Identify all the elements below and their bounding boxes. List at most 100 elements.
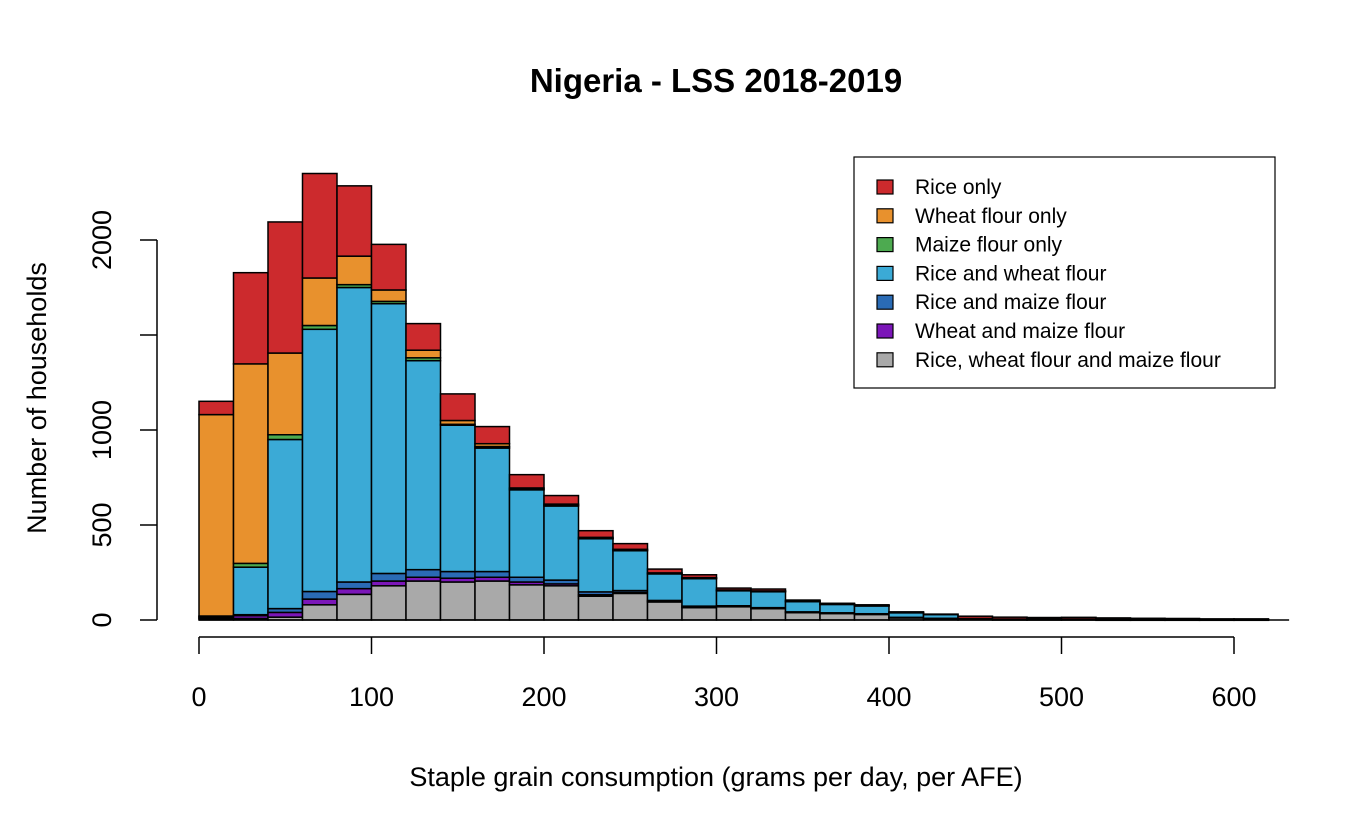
- y-axis: 0 500 1000 2000: [87, 210, 158, 628]
- bar-segment: [1026, 616, 1063, 620]
- bar-segment: [750, 588, 787, 592]
- x-tick-label: 600: [1211, 682, 1256, 712]
- legend: Rice only Wheat flour only Maize flour onl…: [853, 156, 1276, 389]
- x-tick-label: 0: [191, 682, 206, 712]
- bar-segment: [577, 529, 614, 539]
- bar-segment: [370, 585, 407, 621]
- bar-segment: [267, 352, 304, 436]
- bar-segment: [853, 604, 890, 607]
- bar-segment: [370, 243, 407, 291]
- bar-segment: [198, 400, 235, 416]
- bar-segment: [577, 595, 614, 621]
- legend-swatch: [876, 208, 894, 224]
- bar-segment: [784, 600, 821, 613]
- bar-segment: [439, 570, 476, 579]
- bar-segment: [543, 494, 580, 505]
- bar-segment: [681, 574, 718, 579]
- bar-segment: [370, 572, 407, 582]
- bar-segment: [1060, 616, 1097, 620]
- bar-segment: [439, 424, 476, 573]
- y-tick-label: 1000: [87, 400, 117, 460]
- legend-swatch: [876, 237, 894, 253]
- legend-swatch: [876, 179, 894, 195]
- bar-segment: [543, 585, 580, 621]
- x-tick-label: 100: [349, 682, 394, 712]
- y-tick-label: 0: [87, 612, 117, 627]
- bar-segment: [508, 473, 545, 489]
- bar-segment: [301, 328, 338, 593]
- legend-swatch: [876, 323, 894, 339]
- bar-segment: [853, 605, 890, 615]
- x-tick-label: 300: [694, 682, 739, 712]
- bar-segment: [405, 580, 442, 621]
- bar-segment: [267, 221, 304, 354]
- bar-segment: [681, 606, 718, 621]
- bar-segment: [612, 592, 649, 621]
- bar-segment: [474, 580, 511, 621]
- chart-title: Nigeria - LSS 2018-2019: [530, 62, 902, 99]
- bar-segment: [474, 425, 511, 445]
- bar-segment: [336, 593, 373, 621]
- bar-segment: [232, 566, 269, 616]
- bar-segment: [508, 489, 545, 579]
- bar-segment: [301, 172, 338, 279]
- bar-segment: [577, 537, 614, 593]
- x-axis: 0 100 200 300 400 500 600: [191, 636, 1257, 712]
- y-axis-title: Number of households: [22, 262, 52, 534]
- legend-entry-label: Wheat and maize flour: [915, 320, 1125, 343]
- bar-segment: [646, 568, 683, 574]
- legend-entry-label: Maize flour only: [915, 234, 1063, 257]
- bar-segment: [922, 613, 959, 616]
- bar-segment: [715, 589, 752, 607]
- histogram-bars: [198, 172, 1290, 622]
- legend-entry-label: Rice, wheat flour and maize flour: [915, 349, 1221, 372]
- x-axis-title: Staple grain consumption (grams per day,…: [409, 762, 1022, 792]
- bar-segment: [888, 611, 925, 614]
- bar-segment: [336, 255, 373, 286]
- legend-swatch: [876, 265, 894, 281]
- bar-segment: [336, 581, 373, 590]
- bar-segment: [474, 570, 511, 578]
- bar-segment: [681, 577, 718, 607]
- bar-segment: [957, 615, 994, 620]
- bar-segment: [750, 607, 787, 621]
- bar-segment: [784, 599, 821, 602]
- bar-segment: [336, 185, 373, 257]
- bar-segment: [439, 393, 476, 422]
- x-tick-label: 400: [866, 682, 911, 712]
- bar-segment: [508, 584, 545, 621]
- legend-swatch: [876, 352, 894, 368]
- legend-entry-label: Wheat flour only: [915, 205, 1067, 228]
- bar-segment: [646, 573, 683, 602]
- bar-segment: [715, 587, 752, 591]
- legend-entry-label: Rice and wheat flour: [915, 262, 1106, 285]
- x-tick-label: 500: [1039, 682, 1084, 712]
- bar-segment: [474, 447, 511, 573]
- bar-segment: [715, 605, 752, 621]
- legend-entry-label: Rice and maize flour: [915, 291, 1106, 314]
- bar-segment: [405, 568, 442, 579]
- bar-segment: [646, 601, 683, 621]
- bar-segment: [1095, 617, 1132, 621]
- bar-segment: [232, 271, 269, 365]
- bar-segment: [784, 611, 821, 621]
- legend-entry-label: Rice only: [915, 176, 1002, 199]
- bar-segment: [991, 616, 1028, 620]
- bar-segment: [405, 322, 442, 351]
- bar-segment: [370, 302, 407, 575]
- bar-segment: [301, 604, 338, 621]
- bar-segment: [301, 598, 338, 606]
- bar-segment: [543, 505, 580, 581]
- x-tick-label: 200: [521, 682, 566, 712]
- y-tick-label: 2000: [87, 210, 117, 270]
- legend-swatch: [876, 294, 894, 310]
- bar-segment: [405, 349, 442, 359]
- bar-segment: [439, 581, 476, 621]
- bar-segment: [232, 363, 269, 565]
- bar-segment: [198, 413, 235, 617]
- bar-segment: [819, 603, 856, 614]
- bar-segment: [612, 549, 649, 592]
- bar-segment: [750, 590, 787, 609]
- y-tick-label: 500: [87, 502, 117, 547]
